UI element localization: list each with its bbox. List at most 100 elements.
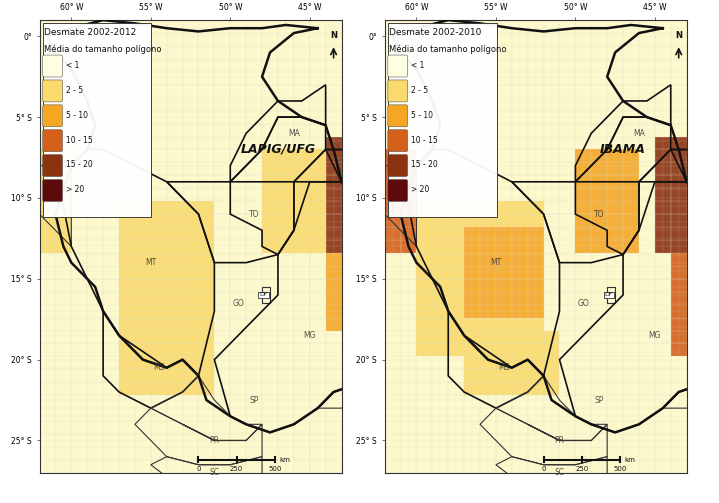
Bar: [607, 253, 623, 266]
Bar: [607, 111, 623, 124]
Bar: [671, 330, 687, 344]
Bar: [103, 305, 119, 317]
Bar: [528, 201, 544, 214]
Bar: [326, 266, 342, 279]
Bar: [40, 240, 55, 253]
Bar: [310, 253, 326, 266]
Bar: [214, 188, 230, 201]
Bar: [167, 330, 183, 344]
Bar: [544, 124, 559, 136]
Text: > 20: > 20: [65, 186, 84, 194]
Bar: [230, 421, 246, 434]
Bar: [198, 317, 214, 330]
Bar: [278, 330, 294, 344]
Bar: [591, 330, 607, 344]
Bar: [198, 72, 214, 85]
Bar: [183, 369, 198, 382]
Bar: [198, 369, 214, 382]
Bar: [464, 344, 480, 357]
Bar: [623, 357, 639, 369]
Bar: [198, 253, 214, 266]
Bar: [448, 20, 464, 33]
Bar: [246, 292, 262, 305]
Bar: [464, 124, 480, 136]
Bar: [496, 162, 512, 176]
Bar: [432, 357, 448, 369]
Bar: [623, 460, 639, 473]
Bar: [480, 421, 496, 434]
Bar: [230, 357, 246, 369]
Bar: [416, 176, 432, 188]
Bar: [575, 421, 591, 434]
Bar: [400, 460, 416, 473]
Bar: [87, 305, 103, 317]
Bar: [183, 421, 198, 434]
Text: TO: TO: [249, 210, 260, 219]
Bar: [310, 395, 326, 408]
Bar: [230, 136, 246, 149]
Bar: [71, 124, 87, 136]
Bar: [183, 85, 198, 98]
Bar: [40, 344, 55, 357]
Bar: [214, 408, 230, 421]
Bar: [278, 136, 294, 149]
Bar: [528, 149, 544, 162]
Bar: [480, 408, 496, 421]
Bar: [591, 279, 607, 292]
Bar: [151, 188, 167, 201]
Bar: [103, 408, 119, 421]
Bar: [496, 240, 512, 253]
Text: MG: MG: [303, 331, 316, 340]
Bar: [480, 33, 496, 46]
Bar: [103, 214, 119, 227]
Bar: [575, 214, 591, 227]
Bar: [512, 98, 528, 111]
Bar: [544, 460, 559, 473]
Bar: [591, 124, 607, 136]
Bar: [151, 176, 167, 188]
Bar: [416, 201, 432, 214]
Bar: [623, 344, 639, 357]
Bar: [87, 369, 103, 382]
Bar: [55, 382, 71, 395]
Bar: [448, 305, 464, 317]
Bar: [448, 72, 464, 85]
Bar: [167, 111, 183, 124]
Bar: [262, 136, 278, 149]
Bar: [671, 357, 687, 369]
Bar: [294, 279, 310, 292]
Bar: [385, 292, 400, 305]
Bar: [310, 124, 326, 136]
Bar: [40, 279, 55, 292]
Bar: [575, 279, 591, 292]
Bar: [607, 188, 623, 201]
Bar: [87, 176, 103, 188]
Bar: [480, 240, 496, 253]
Bar: [655, 369, 671, 382]
Bar: [639, 382, 655, 395]
Bar: [294, 227, 310, 240]
Bar: [262, 59, 278, 72]
Bar: [480, 98, 496, 111]
Bar: [591, 460, 607, 473]
Bar: [230, 85, 246, 98]
Bar: [655, 214, 671, 227]
Bar: [135, 317, 151, 330]
Bar: [480, 59, 496, 72]
Bar: [575, 292, 591, 305]
Bar: [278, 434, 294, 447]
Bar: [385, 33, 400, 46]
Bar: [400, 72, 416, 85]
Bar: [512, 214, 528, 227]
Bar: [528, 214, 544, 227]
Bar: [262, 344, 278, 357]
Bar: [135, 253, 151, 266]
Text: LAPIG/UFG: LAPIG/UFG: [240, 143, 316, 156]
Bar: [183, 357, 198, 369]
Bar: [623, 136, 639, 149]
Bar: [416, 72, 432, 85]
Bar: [151, 253, 167, 266]
Bar: [167, 317, 183, 330]
Bar: [464, 279, 480, 292]
Text: 2 - 5: 2 - 5: [65, 86, 83, 95]
